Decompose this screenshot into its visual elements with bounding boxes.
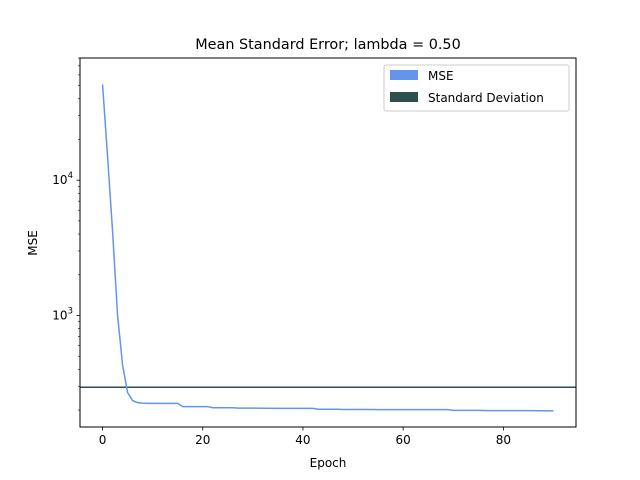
legend-box: [383, 64, 570, 112]
series-mse-line: [101, 84, 554, 412]
y-tick-label: 103: [52, 307, 73, 323]
x-tick-label: 0: [99, 433, 107, 447]
y-tick-label: 104: [52, 171, 73, 187]
chart-title: Mean Standard Error; lambda = 0.50: [195, 37, 461, 53]
x-tick-label: 80: [496, 433, 511, 447]
axes-frame: [79, 57, 577, 428]
legend: MSE Standard Deviation: [383, 64, 570, 112]
legend-label-mse: MSE: [428, 69, 454, 83]
legend-swatch-standard-deviation: [390, 92, 418, 102]
legend-label-standard-deviation: Standard Deviation: [428, 91, 544, 105]
legend-swatch-mse: [390, 70, 418, 80]
plot-area: [80, 84, 576, 412]
x-axis-label: Epoch: [310, 456, 347, 470]
x-tick-label: 40: [295, 433, 310, 447]
x-tick-label: 20: [195, 433, 210, 447]
x-tick-label: 60: [396, 433, 411, 447]
y-axis-label: MSE: [26, 230, 40, 256]
